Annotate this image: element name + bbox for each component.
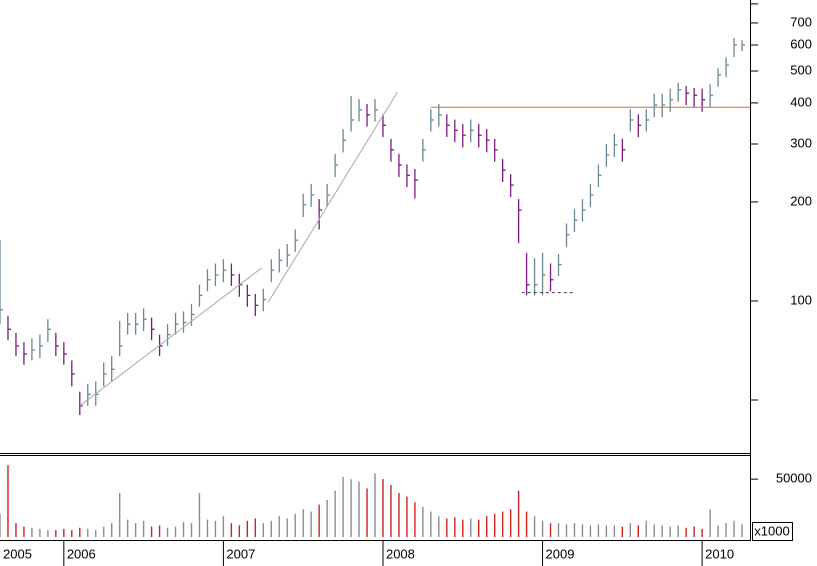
y-tick-label: 500 — [790, 62, 812, 77]
y-tick-label: 300 — [790, 135, 812, 150]
trend-line — [267, 91, 398, 303]
unit-box — [752, 522, 793, 541]
volume-unit-label: x1000 — [754, 523, 789, 538]
trend-line — [79, 267, 263, 407]
x-tick-label: 2006 — [67, 546, 96, 561]
y-tick-label: 700 — [790, 14, 812, 29]
x-tick-label: 2009 — [546, 546, 575, 561]
y-tick-label: 400 — [790, 94, 812, 109]
x-tick-label: 2007 — [226, 546, 255, 561]
x-tick-label: 2005 — [3, 546, 32, 561]
x-tick-label: 2010 — [705, 546, 734, 561]
x-tick-label: 2008 — [386, 546, 415, 561]
y-tick-label: 200 — [790, 193, 812, 208]
y-tick-label: 50000 — [776, 471, 812, 486]
y-tick-label: 100 — [790, 292, 812, 307]
y-tick-label: 600 — [790, 36, 812, 51]
